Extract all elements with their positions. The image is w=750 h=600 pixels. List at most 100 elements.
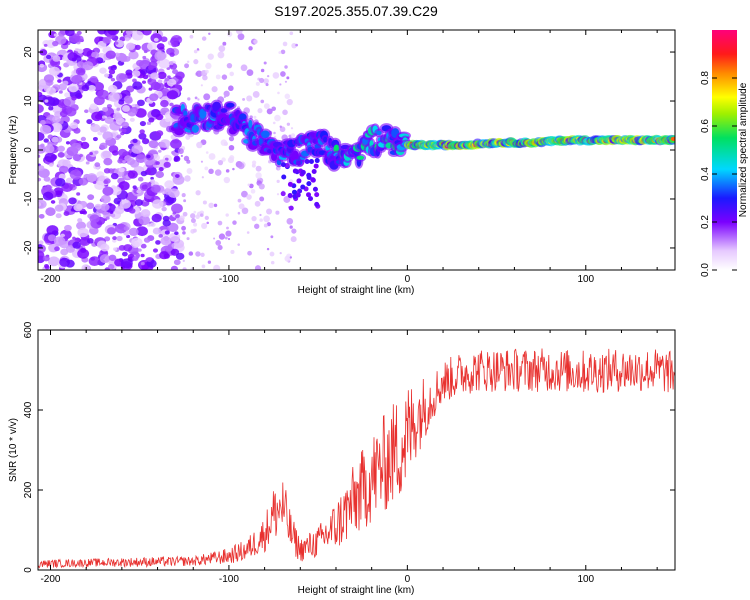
spectrogram-noise-blob: [69, 122, 79, 129]
spectrogram-noise-blob: [225, 213, 229, 217]
spectrogram-noise-blob: [72, 154, 82, 162]
spectrogram-noise-blob: [102, 36, 111, 44]
spectrogram-noise-blob: [52, 40, 59, 47]
spectrogram-noise-blob: [181, 193, 186, 198]
spectrogram-noise-blob: [279, 83, 282, 86]
spectrogram-noise-blob: [263, 103, 270, 110]
spectrogram-noise-blob: [53, 236, 66, 246]
spectrogram-noise-blob: [38, 154, 41, 158]
spectrogram-noise-blob: [116, 107, 121, 111]
spectrogram-noise-blob: [162, 219, 171, 227]
spectrogram-signal-blob: [280, 191, 286, 197]
spectrogram-x-tick-label: -100: [219, 274, 239, 285]
spectrogram-noise-blob: [280, 71, 286, 77]
spectrogram-signal-blob: [310, 177, 316, 183]
spectrogram-noise-blob: [167, 222, 179, 233]
spectrogram-signal-blob: [226, 102, 235, 108]
spectrogram-noise-blob: [134, 199, 143, 206]
spectrogram-signal-blob: [306, 172, 312, 178]
spectrogram-noise-blob: [48, 163, 54, 167]
spectrogram-noise-blob: [251, 215, 257, 222]
spectrogram-signal-blob: [248, 119, 253, 129]
spectrogram-noise-blob: [205, 69, 209, 74]
spectrogram-noise-blob: [263, 223, 268, 228]
spectrogram-noise-blob: [220, 139, 228, 146]
spectrogram-signal-blob: [306, 181, 312, 187]
spectrogram-noise-blob: [169, 102, 174, 107]
spectrogram-signal-blob: [292, 168, 298, 174]
spectrogram-noise-blob: [97, 30, 107, 35]
spectrogram-noise-blob: [237, 243, 240, 246]
spectrogram-noise-blob: [43, 176, 51, 182]
spectrogram-noise-blob: [247, 250, 252, 256]
spectrogram-noise-blob: [96, 240, 107, 249]
spectrogram-noise-blob: [64, 224, 72, 232]
spectrogram-noise-blob: [64, 30, 75, 37]
spectrogram-noise-blob: [290, 133, 296, 138]
spectrogram-noise-blob: [106, 227, 116, 235]
spectrogram-noise-blob: [165, 245, 173, 252]
spectrogram-noise-blob: [116, 235, 123, 242]
spectrogram-noise-blob: [136, 226, 148, 237]
snr-y-tick-label: 200: [23, 481, 34, 498]
spectrogram-noise-blob: [80, 136, 87, 142]
spectrogram-noise-blob: [289, 256, 293, 259]
spectrogram-noise-blob: [135, 154, 147, 163]
spectrogram-noise-blob: [242, 97, 246, 101]
spectrogram-noise-blob: [290, 236, 297, 243]
spectrogram-noise-blob: [276, 193, 280, 196]
spectrogram-noise-blob: [102, 131, 114, 141]
snr-x-label: Height of straight line (km): [298, 585, 415, 596]
spectrogram-noise-blob: [89, 75, 98, 83]
spectrogram-noise-blob: [229, 155, 235, 161]
spectrogram-noise-blob: [275, 210, 280, 215]
spectrogram-x-tick-label: -200: [40, 274, 60, 285]
spectrogram-noise-blob: [44, 144, 55, 154]
spectrogram-noise-blob: [99, 126, 107, 133]
spectrogram-noise-blob: [38, 213, 45, 219]
spectrogram-noise-blob: [186, 237, 190, 241]
spectrogram-noise-blob: [295, 43, 298, 47]
spectrogram-noise-blob: [38, 250, 45, 261]
spectrogram-noise-blob: [58, 90, 63, 94]
spectrogram-noise-blob: [290, 127, 294, 130]
spectrogram-noise-blob: [238, 203, 245, 210]
spectrogram-noise-blob: [79, 154, 83, 158]
spectrogram-noise-blob: [54, 204, 64, 212]
spectrogram-noise-blob: [94, 162, 101, 168]
spectrogram-y-tick-label: 20: [23, 46, 34, 58]
spectrogram-noise-blob: [137, 176, 144, 182]
colorbar: 0.0 0.2 0.4 0.6 0.8 Normalized spectral ampl…: [700, 30, 749, 277]
spectrogram-noise-blob: [171, 41, 178, 48]
spectrogram-noise-blob: [206, 221, 209, 225]
spectrogram-noise-blob: [266, 108, 273, 115]
spectrogram-noise-blob: [140, 262, 145, 266]
spectrogram-noise-blob: [232, 167, 235, 171]
spectrogram-noise-blob: [223, 95, 226, 99]
spectrogram-noise-blob: [149, 93, 159, 102]
spectrogram-noise-blob: [40, 119, 46, 125]
colorbar-tick-label: 0.0: [700, 263, 711, 277]
spectrogram-noise-blob: [110, 65, 117, 71]
spectrogram-noise-blob: [132, 185, 137, 189]
spectrogram-noise-blob: [72, 241, 81, 249]
spectrogram-noise-blob: [63, 211, 70, 217]
spectrogram-noise-blob: [174, 231, 179, 236]
spectrogram-noise-blob: [62, 80, 69, 86]
spectrogram-noise-blob: [107, 30, 119, 36]
spectrogram-noise-blob: [110, 77, 116, 82]
spectrogram-noise-blob: [98, 175, 106, 181]
spectrogram-noise-blob: [183, 155, 190, 162]
spectrogram-noise-blob: [42, 255, 50, 262]
spectrogram-noise-blob: [100, 194, 111, 204]
spectrogram-noise-blob: [286, 76, 290, 80]
spectrogram-noise-blob: [182, 259, 185, 262]
spectrogram-noise-blob: [74, 48, 79, 52]
spectrogram-noise-blob: [207, 260, 212, 264]
spectrogram-noise-blob: [72, 236, 76, 240]
spectrogram-noise-blob: [76, 221, 87, 230]
spectrogram-noise-blob: [171, 150, 176, 155]
spectrogram-noise-blob: [266, 208, 273, 215]
spectrogram-noise-blob: [216, 243, 219, 246]
spectrogram-noise-blob: [38, 199, 47, 209]
